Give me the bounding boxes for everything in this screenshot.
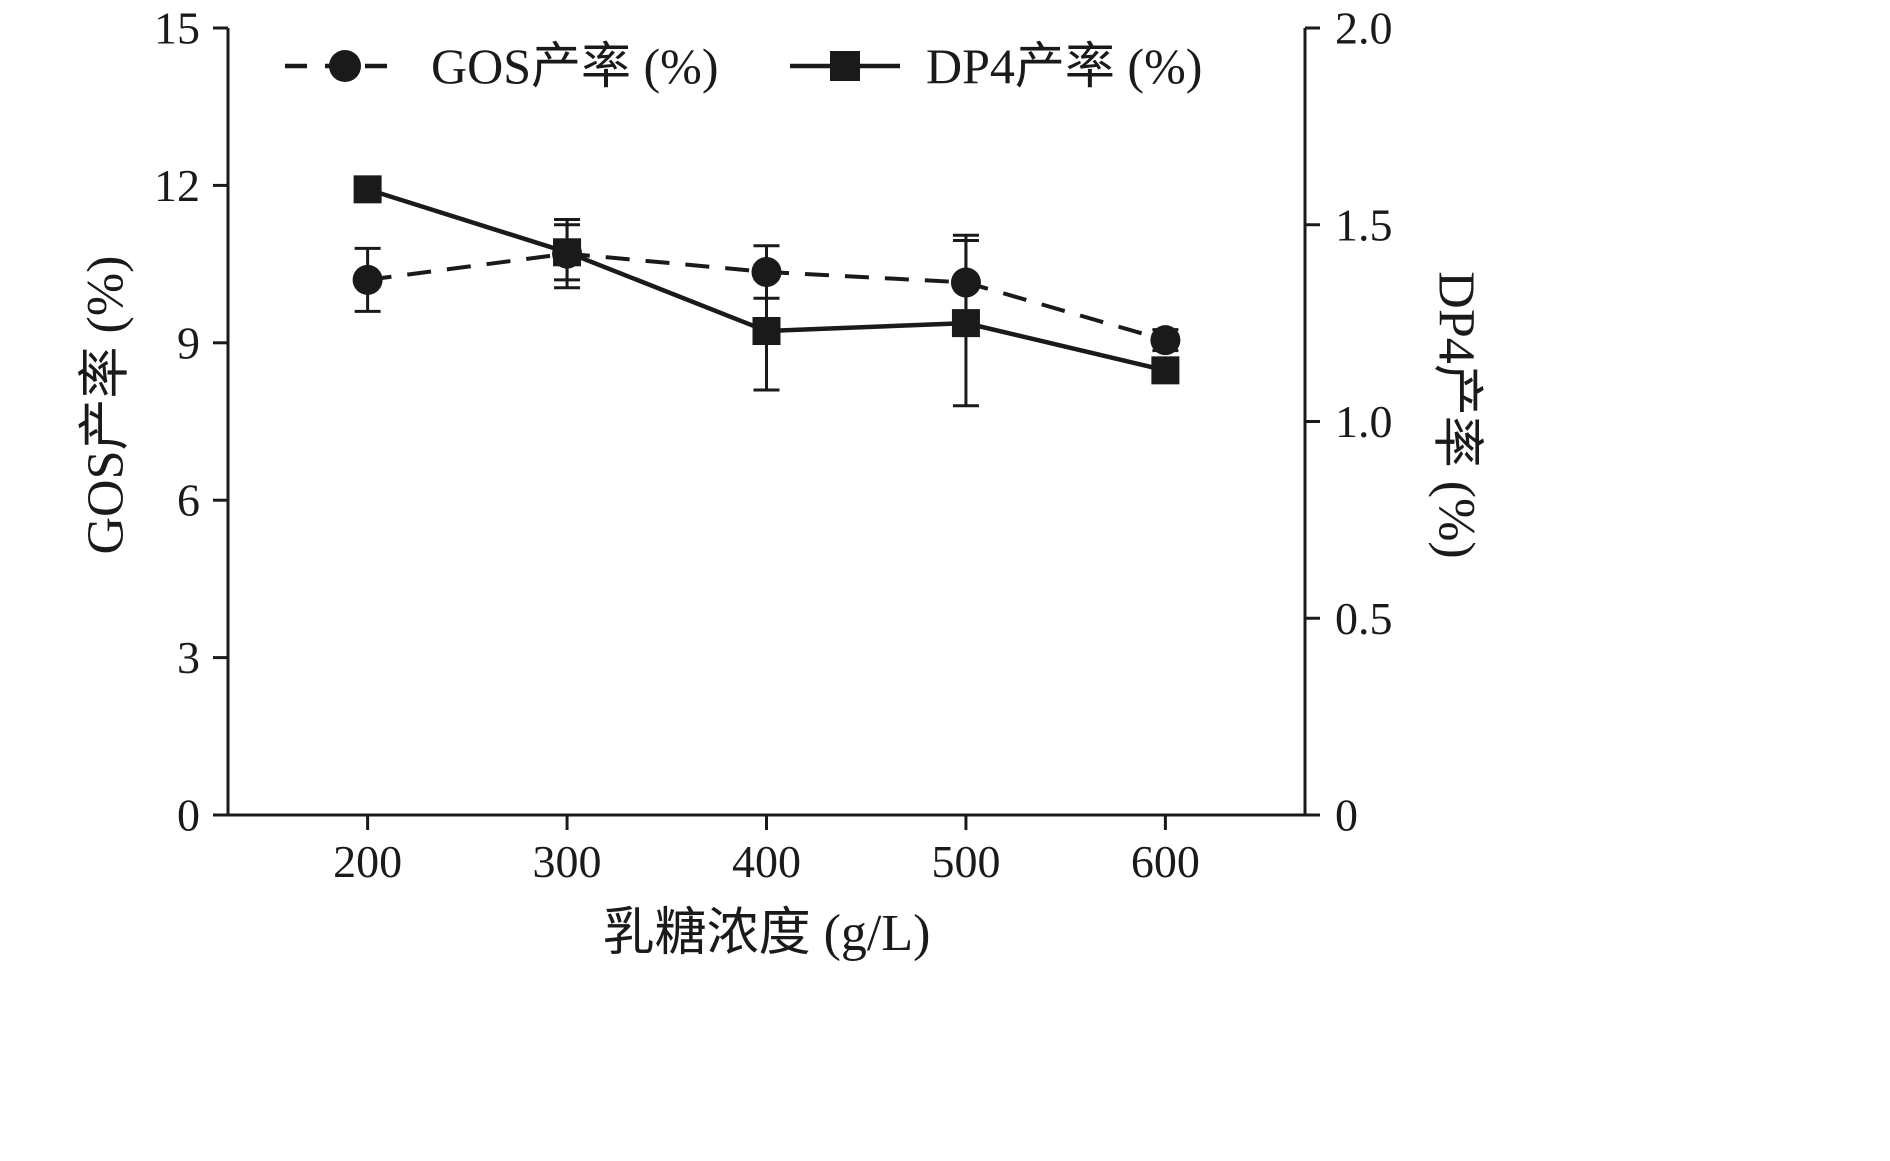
right-axis-tick-label: 0 xyxy=(1335,790,1358,841)
left-axis-tick-label: 0 xyxy=(177,790,200,841)
data-point-square xyxy=(353,175,382,204)
left-axis-title: GOS产率 (%) xyxy=(77,255,135,555)
right-axis-tick-label: 0.5 xyxy=(1335,593,1393,644)
right-axis-tick-label: 1.0 xyxy=(1335,396,1393,447)
legend-marker-square xyxy=(830,51,860,81)
legend-label: GOS产率 (%) xyxy=(431,38,718,94)
data-point-circle xyxy=(352,264,383,295)
legend-label: DP4产率 (%) xyxy=(926,38,1202,94)
data-point-square xyxy=(752,316,781,345)
right-axis-title: DP4产率 (%) xyxy=(1427,271,1485,559)
left-axis-tick-label: 3 xyxy=(177,632,200,683)
x-axis-tick-label: 200 xyxy=(333,836,402,887)
data-point-circle xyxy=(1150,325,1181,356)
left-axis-tick-label: 12 xyxy=(154,160,200,211)
right-axis-tick-label: 1.5 xyxy=(1335,199,1393,250)
data-point-square xyxy=(553,238,582,267)
data-point-square xyxy=(1151,356,1180,385)
legend-marker-circle xyxy=(329,50,361,82)
left-axis-tick-label: 6 xyxy=(177,475,200,526)
x-axis-tick-label: 400 xyxy=(732,836,801,887)
data-point-square xyxy=(951,309,980,338)
left-axis-tick-label: 9 xyxy=(177,317,200,368)
x-axis-title: 乳糖浓度 (g/L) xyxy=(602,905,931,962)
x-axis-tick-label: 300 xyxy=(533,836,602,887)
left-axis-tick-label: 15 xyxy=(154,3,200,54)
right-axis-tick-label: 2.0 xyxy=(1335,3,1393,54)
x-axis-tick-label: 600 xyxy=(1131,836,1200,887)
x-axis-tick-label: 500 xyxy=(931,836,1000,887)
